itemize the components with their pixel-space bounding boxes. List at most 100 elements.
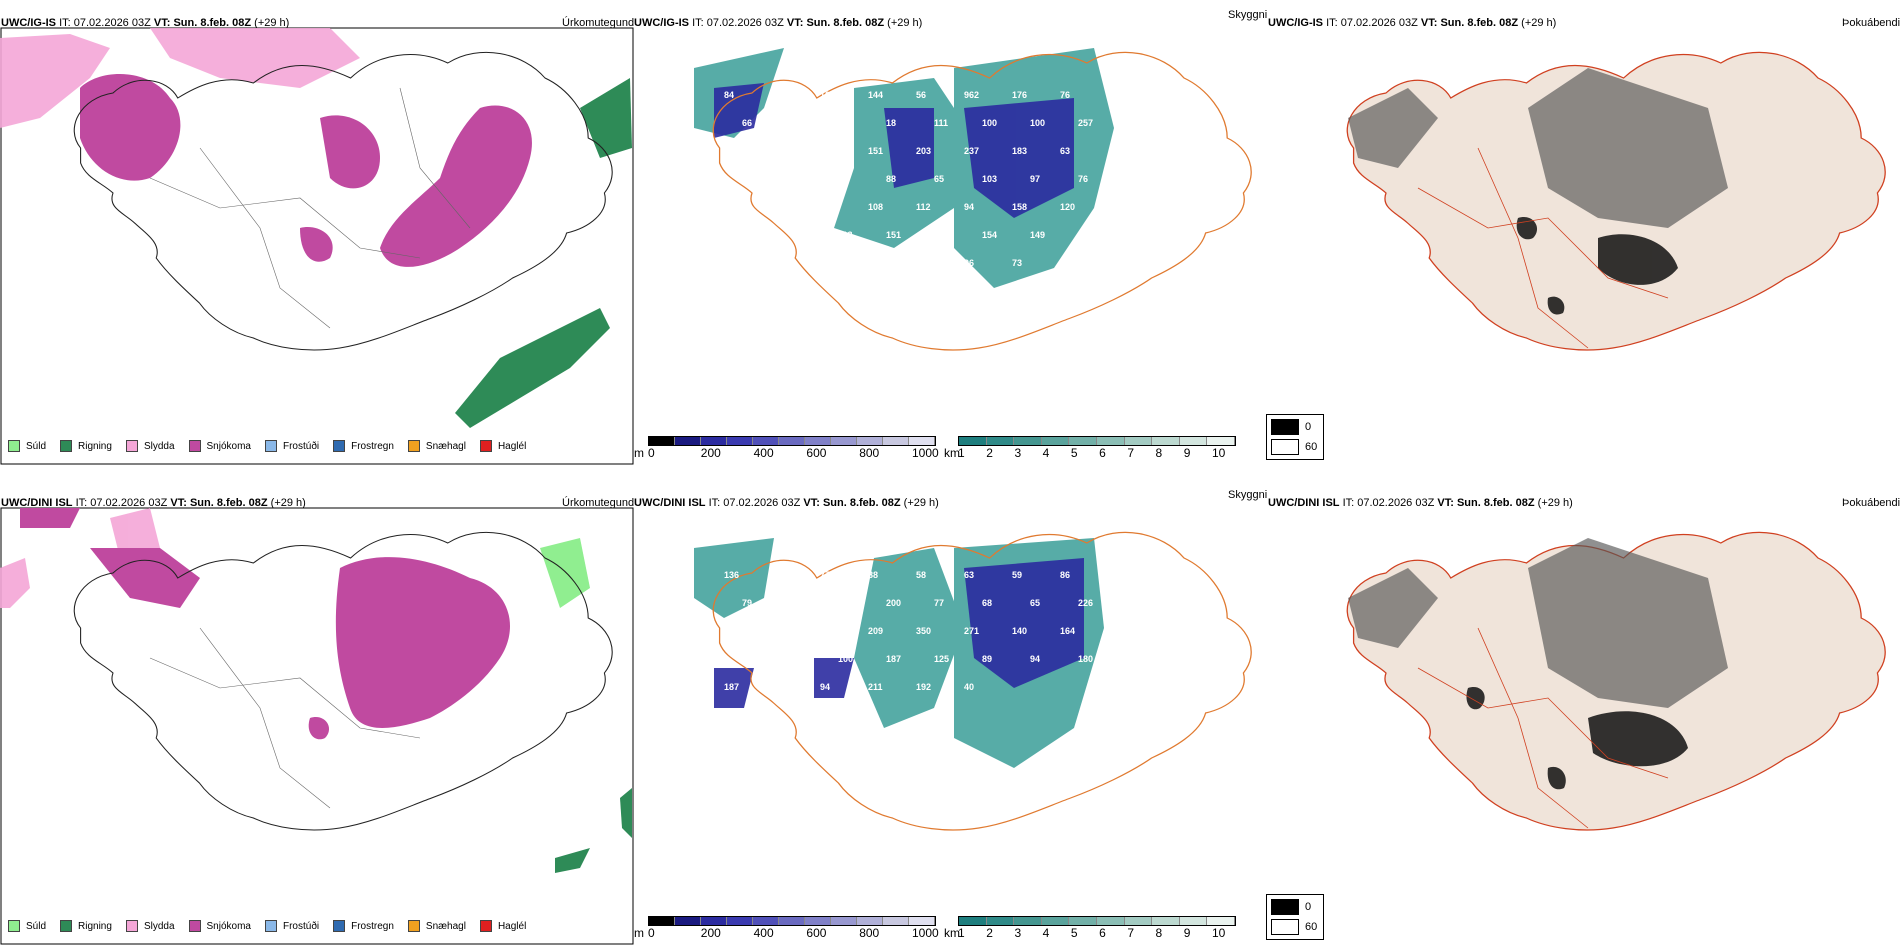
colorbar-tick: 10 bbox=[1212, 926, 1226, 940]
colorbar-tick: 600 bbox=[806, 926, 827, 940]
colorbar-segment bbox=[727, 437, 753, 445]
cloud-title: Skyggni bbox=[1228, 9, 1268, 21]
colorbar-strip bbox=[648, 916, 936, 926]
cloud-base-label: 94 bbox=[964, 202, 974, 212]
cloud-base-label: 187 bbox=[886, 654, 901, 664]
fog-title: Þokuábendi bbox=[1842, 17, 1900, 29]
cloud-base-label: 112 bbox=[916, 202, 931, 212]
colorbar-tick: 1000 bbox=[912, 926, 939, 940]
colorbar-segment bbox=[649, 917, 675, 925]
cloud-base-label: 510 bbox=[790, 654, 805, 664]
colorbar-strip bbox=[648, 436, 936, 446]
cloud-base-label: 100 bbox=[982, 118, 997, 128]
cloud-base-label: 151 bbox=[886, 230, 901, 240]
precip-legend: Súld Rigning Slydda Snjókoma Frostúði Frostre… bbox=[8, 440, 540, 452]
legend-label: Frostúði bbox=[282, 920, 320, 932]
cloud-base-label: 372 bbox=[772, 146, 787, 156]
fog-legend: 0 60 bbox=[1266, 414, 1324, 460]
cloud-base-label: 200 bbox=[886, 598, 901, 608]
legend-swatch bbox=[479, 440, 492, 452]
row-1-header-cloud: UWC/IG-IS IT: 07.02.2026 03Z VT: Sun. 8.… bbox=[634, 17, 923, 29]
colorbar-segment bbox=[779, 917, 805, 925]
legend-label: Haglél bbox=[497, 920, 527, 932]
legend-item: Snæhagl bbox=[407, 440, 466, 452]
it-label: IT: bbox=[59, 17, 71, 29]
legend-swatch bbox=[264, 440, 277, 452]
cloud-base-label: 158 bbox=[1012, 202, 1027, 212]
colorbar-tick: 7 bbox=[1127, 446, 1135, 460]
colorbar-tick: 800 bbox=[859, 446, 880, 460]
legend-item: Súld bbox=[8, 920, 46, 932]
colorbar-tick: 9 bbox=[1183, 926, 1191, 940]
colorbar-unit: km bbox=[944, 926, 960, 940]
legend-item: Snjókoma bbox=[188, 920, 251, 932]
legend-swatch bbox=[125, 440, 138, 452]
cloud-base-label: 100 bbox=[1030, 118, 1045, 128]
colorbar-segment bbox=[1069, 917, 1097, 925]
legend-swatch bbox=[407, 440, 420, 452]
cloud-base-label: 52 bbox=[838, 118, 848, 128]
cloud-base-label: 154 bbox=[982, 230, 997, 240]
colorbar-tick: 800 bbox=[859, 926, 880, 940]
legend-item: Frostregn bbox=[333, 440, 394, 452]
legend-swatch bbox=[188, 440, 201, 452]
cloud-base-label: 111 bbox=[934, 118, 948, 128]
legend-label: Snjókoma bbox=[206, 920, 251, 932]
cloud-base-label: 63 bbox=[1060, 146, 1070, 156]
cloud-base-label: 203 bbox=[916, 146, 931, 156]
colorbar-segment bbox=[883, 437, 909, 445]
cloud-base-label: 103 bbox=[982, 174, 997, 184]
cloud-base-label: 65 bbox=[1030, 598, 1040, 608]
vt-value: Sun. 8.feb. 08Z bbox=[173, 17, 252, 29]
cloud-base-label: 134 bbox=[820, 146, 835, 156]
cloud-base-colorbar: m 0 200 400 600 800 1000 bbox=[634, 436, 939, 460]
cloud-base-label: 121 bbox=[868, 258, 883, 268]
legend-item: Snæhagl bbox=[407, 920, 466, 932]
fog-label: 0 bbox=[1305, 901, 1312, 913]
row-2: UWC/DINI ISL IT: 07.02.2026 03Z VT: Sun.… bbox=[0, 489, 1900, 950]
it-value: 07.02.2026 03Z bbox=[73, 17, 151, 29]
legend-swatch bbox=[60, 920, 73, 932]
legend-swatch bbox=[479, 920, 492, 932]
legend-item: Rigning bbox=[60, 920, 112, 932]
legend-swatch bbox=[407, 920, 420, 932]
cloud-base-label: 110 bbox=[772, 202, 787, 212]
cloud-base-label: 149 bbox=[1030, 230, 1045, 240]
colorbar-segment bbox=[1096, 917, 1125, 925]
legend-swatch bbox=[188, 920, 201, 932]
cloud-map-row1: 84 188 102 144 56 962 176 76 66 82 52 18 111 100 100 25… bbox=[694, 48, 1252, 351]
cloud-base-label: 105 bbox=[724, 202, 739, 212]
colorbar-segment bbox=[959, 917, 987, 925]
colorbar-tick: 0 bbox=[648, 446, 655, 460]
legend-item: Frostregn bbox=[333, 920, 394, 932]
legend-label: Frostregn bbox=[351, 440, 394, 452]
cloud-title: Skyggni bbox=[1228, 489, 1268, 501]
colorbar-tick: 5 bbox=[1070, 446, 1078, 460]
legend-label: Snæhagl bbox=[425, 440, 466, 452]
colorbar-tick: 2 bbox=[986, 446, 993, 460]
fog-legend-item: 60 bbox=[1271, 439, 1323, 455]
colorbar-segment bbox=[1124, 917, 1153, 925]
colorbar-segment bbox=[649, 437, 675, 445]
cloud-base-label: 84 bbox=[724, 90, 734, 100]
colorbar-segment bbox=[779, 437, 805, 445]
cloud-base-label: 90 bbox=[772, 570, 782, 580]
cloud-base-label: 76 bbox=[1078, 174, 1088, 184]
row-2-header-cloud: UWC/DINI ISL IT: 07.02.2026 03Z VT: Sun.… bbox=[634, 497, 939, 509]
colorbar-segment bbox=[1096, 437, 1125, 445]
colorbar-tick: 400 bbox=[753, 926, 774, 940]
cloud-base-label: 962 bbox=[964, 90, 979, 100]
fog-swatch bbox=[1271, 919, 1299, 935]
colorbar-tick: 8 bbox=[1155, 926, 1163, 940]
colorbar-segment bbox=[753, 917, 779, 925]
cloud-base-label: 226 bbox=[1078, 598, 1093, 608]
cloud-base-label: 180 bbox=[838, 598, 853, 608]
cloud-base-label: 120 bbox=[820, 202, 835, 212]
colorbar-unit: m bbox=[634, 926, 644, 940]
legend-item: Slydda bbox=[125, 920, 175, 932]
legend-swatch bbox=[333, 920, 346, 932]
fog-label: 60 bbox=[1305, 441, 1318, 453]
row-1-header: UWC/IG-IS IT: 07.02.2026 03Z VT: Sun. 8.… bbox=[1, 16, 289, 30]
cloud-base-label: 73 bbox=[1012, 258, 1022, 268]
colorbar-segment bbox=[701, 437, 727, 445]
